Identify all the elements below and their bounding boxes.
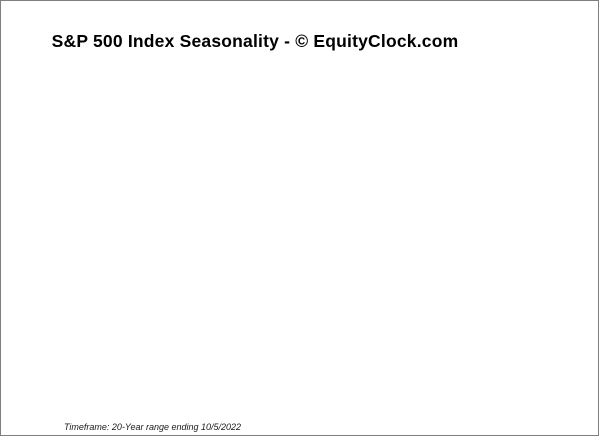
chart-footnote: Timeframe: 20-Year range ending 10/5/202… bbox=[64, 422, 242, 432]
chart-title: S&P 500 Index Seasonality - © EquityCloc… bbox=[51, 31, 459, 51]
